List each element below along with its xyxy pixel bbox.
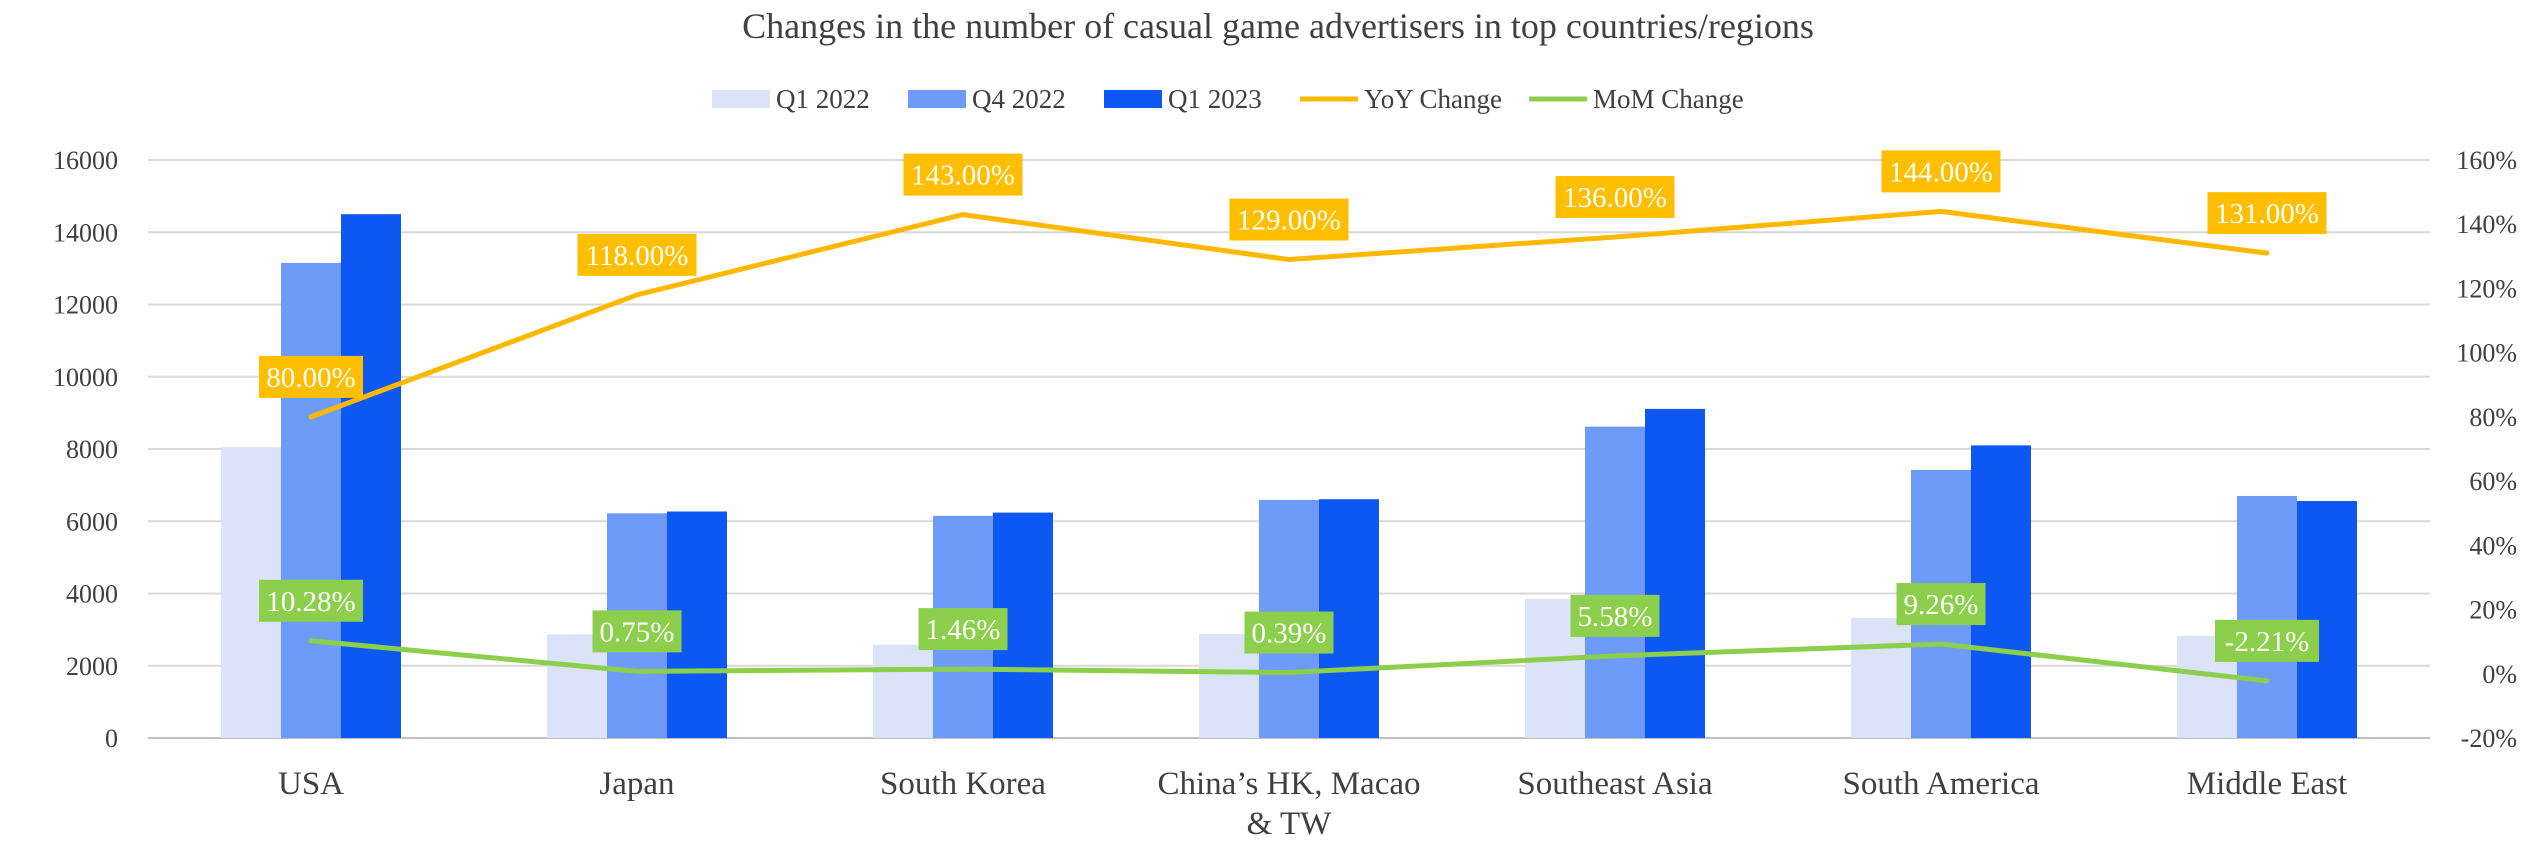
legend: Q1 2022 Q4 2022 Q1 2023 YoY Change MoM Chang… xyxy=(712,84,1744,114)
data-label: 10.28% xyxy=(266,586,355,618)
left-axis-tick-label: 2000 xyxy=(66,652,118,681)
x-axis-tick-label: Middle East xyxy=(2187,766,2347,802)
x-axis: USA Japan South Korea China’s HK, Macao & TW… xyxy=(278,766,2347,842)
series-line xyxy=(308,638,2270,684)
legend-label: Q1 2022 xyxy=(776,84,870,114)
bar xyxy=(1645,408,1705,738)
data-label-box xyxy=(1244,611,1334,654)
left-axis-tick-label: 6000 xyxy=(66,507,118,536)
x-axis-tick-label: China’s HK, Macao xyxy=(1157,766,1420,802)
right-axis-tick-label: 100% xyxy=(2456,339,2517,368)
bars xyxy=(221,214,2357,738)
right-axis-tick-label: 0% xyxy=(2482,660,2517,689)
x-axis-tick-label: Japan xyxy=(599,766,674,802)
bar xyxy=(873,644,933,738)
left-axis-tick-label: 10000 xyxy=(53,363,118,392)
data-label-box xyxy=(259,355,363,398)
right-axis-tick-label: -20% xyxy=(2461,724,2517,753)
data-label-box xyxy=(2207,192,2327,235)
data-label-box xyxy=(903,153,1023,196)
x-axis-tick-label: & TW xyxy=(1247,806,1332,842)
data-label-box xyxy=(1570,594,1660,637)
data-label: 1.46% xyxy=(926,614,1001,646)
left-axis-tick-label: 8000 xyxy=(66,435,118,464)
right-axis-tick-label: 60% xyxy=(2469,467,2517,496)
legend-label: YoY Change xyxy=(1364,84,1502,114)
data-label: 5.58% xyxy=(1578,601,1653,633)
left-axis: 0 2000 4000 6000 8000 10000 12000 14000 16000 xyxy=(53,146,118,753)
right-axis-tick-label: 40% xyxy=(2469,531,2517,560)
data-label: 0.39% xyxy=(1252,618,1327,650)
x-axis-tick-label: Southeast Asia xyxy=(1517,766,1713,802)
data-label-box xyxy=(577,233,697,276)
data-label-box xyxy=(918,608,1008,651)
x-axis-tick-label: South America xyxy=(1842,766,2039,802)
legend-label: Q1 2023 xyxy=(1168,84,1262,114)
bar xyxy=(2297,501,2357,738)
legend-swatch xyxy=(1104,90,1162,108)
right-axis-tick-label: 80% xyxy=(2469,403,2517,432)
data-label: 9.26% xyxy=(1904,589,1979,621)
data-label: -2.21% xyxy=(2225,626,2310,658)
data-label-box xyxy=(1881,150,2001,193)
data-label-box xyxy=(1555,176,1675,219)
right-axis-tick-label: 20% xyxy=(2469,596,2517,625)
data-label: 143.00% xyxy=(911,160,1015,192)
series-line xyxy=(308,208,2270,420)
data-label: 131.00% xyxy=(2215,198,2319,230)
x-axis-tick-label: USA xyxy=(278,766,344,802)
bar xyxy=(281,262,341,738)
data-label: 118.00% xyxy=(586,240,689,272)
bar xyxy=(341,214,401,738)
line-series: 80.00% 118.00% 143.00% 129.00% 136.00% 144.00… xyxy=(259,150,2327,684)
left-axis-tick-label: 14000 xyxy=(53,218,118,247)
right-axis-tick-label: 120% xyxy=(2456,274,2517,303)
data-label-box xyxy=(1896,583,1986,626)
data-label-box xyxy=(592,610,682,653)
data-label: 136.00% xyxy=(1563,182,1667,214)
legend-swatch xyxy=(712,90,770,108)
bar xyxy=(2237,495,2297,738)
left-axis-tick-label: 12000 xyxy=(53,291,118,320)
legend-swatch xyxy=(908,90,966,108)
data-label: 0.75% xyxy=(600,616,675,648)
x-axis-tick-label: South Korea xyxy=(880,766,1046,802)
left-axis-tick-label: 16000 xyxy=(53,146,118,175)
right-axis-tick-label: 160% xyxy=(2456,146,2517,175)
right-axis-tick-label: 140% xyxy=(2456,210,2517,239)
right-axis: -20% 0% 20% 40% 60% 80% 100% 120% 140% 160% xyxy=(2456,146,2517,753)
left-axis-tick-label: 4000 xyxy=(66,580,118,609)
bar xyxy=(1585,426,1645,738)
bar xyxy=(1851,618,1911,738)
chart-title: Changes in the number of casual game adv… xyxy=(742,6,1814,46)
data-label: 129.00% xyxy=(1237,205,1341,237)
legend-label: MoM Change xyxy=(1593,84,1744,114)
data-label: 144.00% xyxy=(1889,156,1993,188)
data-label-box xyxy=(259,579,363,622)
data-label: 80.00% xyxy=(266,362,355,394)
data-label-box xyxy=(2215,619,2319,662)
left-axis-tick-label: 0 xyxy=(105,724,118,753)
legend-label: Q4 2022 xyxy=(972,84,1066,114)
data-label-box xyxy=(1229,198,1349,241)
